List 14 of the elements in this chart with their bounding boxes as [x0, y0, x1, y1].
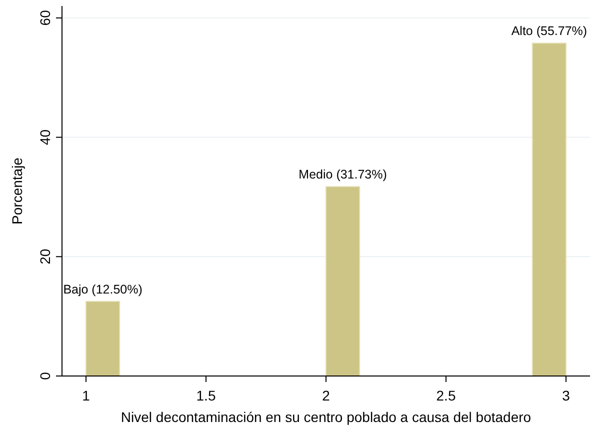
x-axis-title: Nivel decontaminación en su centro poblado a causa del botadero [120, 409, 532, 425]
data-label: Alto (55.77%) [511, 24, 588, 38]
y-axis-title: Porcentaje [9, 157, 25, 224]
y-tick-label: 0 [37, 372, 53, 380]
y-tick-label: 20 [37, 248, 53, 264]
x-tick-label: 3 [562, 387, 570, 404]
x-tick-label: 2 [322, 387, 330, 404]
data-label: Medio (31.73%) [298, 168, 387, 182]
y-tick-label: 40 [37, 129, 53, 146]
x-tick-label: 2.5 [436, 387, 456, 404]
data-label: Bajo (12.50%) [63, 282, 142, 296]
x-tick-label: 1 [82, 387, 90, 404]
y-tick-label: 60 [37, 10, 53, 26]
x-tick-label: 1.5 [196, 387, 216, 404]
